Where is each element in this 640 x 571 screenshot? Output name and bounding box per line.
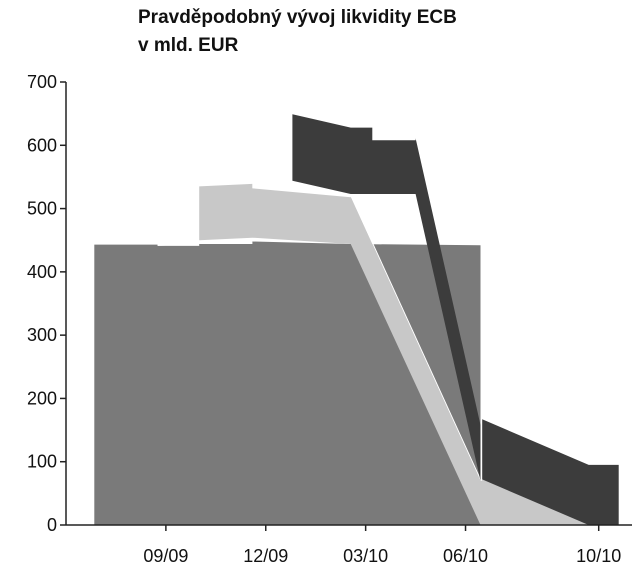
tick-labels-group: 0 100 200 300 400 500 600 700 09/09 12/09 03/10 06/… — [27, 72, 621, 566]
y-tick-label: 100 — [27, 452, 57, 472]
x-tick-label: 12/09 — [243, 546, 288, 566]
y-tick-label: 700 — [27, 72, 57, 92]
y-tick-label: 500 — [27, 199, 57, 219]
area-series-5 — [94, 114, 619, 526]
x-tick-label: 06/10 — [443, 546, 488, 566]
x-tick-label: 09/09 — [143, 546, 188, 566]
area-series-group — [94, 114, 619, 526]
y-tick-label: 400 — [27, 262, 57, 282]
y-tick-label: 600 — [27, 135, 57, 155]
y-tick-label: 200 — [27, 388, 57, 408]
y-tick-label: 300 — [27, 325, 57, 345]
axes-group — [60, 81, 632, 531]
x-tick-label: 10/10 — [576, 546, 621, 566]
chart-title: Pravděpodobný vývoj likvidity ECB v mld.… — [138, 7, 457, 56]
x-tick-label: 03/10 — [343, 546, 388, 566]
y-tick-label: 0 — [47, 515, 57, 535]
